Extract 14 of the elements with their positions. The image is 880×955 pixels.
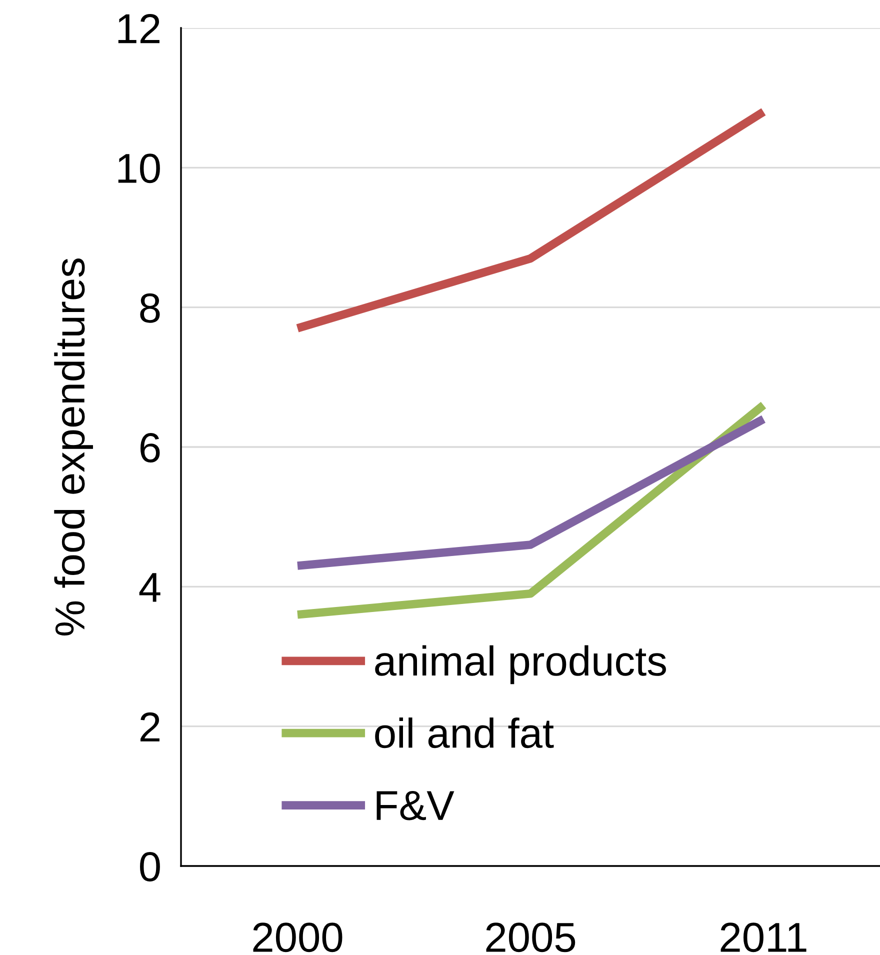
y-axis-title: % food expenditures [54, 258, 93, 636]
y-tick-label: 2 [140, 712, 160, 742]
legend-label: F&V [376, 791, 454, 820]
legend-label: oil and fat [375, 717, 554, 748]
y-tick-label: 10 [118, 154, 160, 184]
y-tick-label: 6 [140, 433, 160, 463]
x-tick-label: 2000 [253, 922, 342, 952]
x-tick-label: 2005 [486, 922, 576, 952]
y-tick-label: 0 [140, 852, 160, 882]
y-tick-label: 8 [140, 293, 160, 323]
x-tick-label: 2011 [720, 922, 806, 952]
legend-label: animal products [375, 645, 666, 684]
y-tick-label: 4 [139, 573, 160, 602]
y-tick-label: 12 [118, 14, 160, 44]
